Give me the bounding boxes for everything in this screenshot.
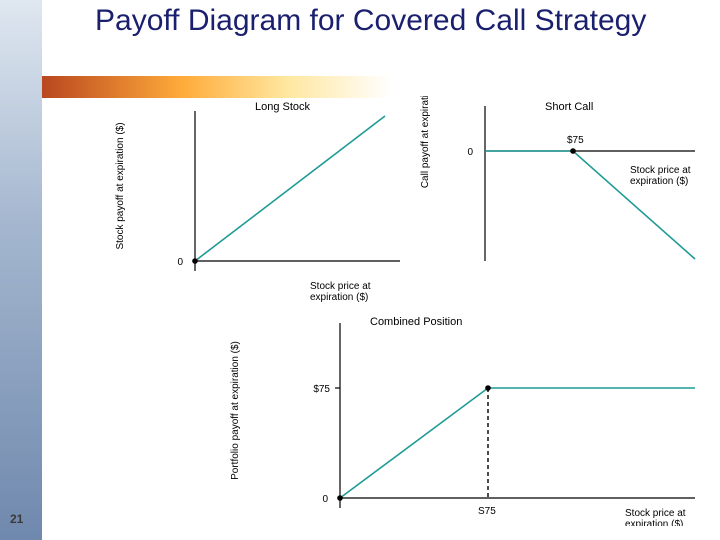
- svg-text:Portfolio payoff at expiration: Portfolio payoff at expiration ($): [230, 341, 241, 480]
- svg-text:Combined Position: Combined Position: [370, 316, 462, 328]
- payoff-charts-svg: Long Stock Stock payoff at expiration ($)…: [85, 96, 705, 526]
- charts-container: Long Stock Stock payoff at expiration ($)…: [85, 96, 705, 526]
- svg-text:$75: $75: [313, 384, 330, 395]
- page-title: Payoff Diagram for Covered Call Strategy: [95, 4, 695, 39]
- svg-text:Stock price atexpiration ($): Stock price atexpiration ($): [630, 165, 691, 187]
- svg-text:S75: S75: [478, 506, 496, 517]
- slide: Payoff Diagram for Covered Call Strategy…: [0, 0, 720, 540]
- svg-text:0: 0: [322, 494, 328, 505]
- svg-text:Stock price atexpiration ($): Stock price atexpiration ($): [310, 281, 371, 303]
- svg-text:Stock price atexpiration ($): Stock price atexpiration ($): [625, 508, 686, 526]
- svg-text:Stock payoff at expiration ($): Stock payoff at expiration ($): [115, 122, 126, 249]
- slide-number: 21: [10, 512, 23, 526]
- svg-text:0: 0: [467, 147, 473, 158]
- svg-text:Short Call: Short Call: [545, 101, 593, 113]
- title-underline-bar: [42, 76, 392, 98]
- svg-text:$75: $75: [567, 135, 584, 146]
- svg-text:Long Stock: Long Stock: [255, 101, 311, 113]
- svg-text:0: 0: [177, 257, 183, 268]
- svg-text:Call payoff at expiration ($): Call payoff at expiration ($): [420, 96, 431, 188]
- left-decor-strip: [0, 0, 42, 540]
